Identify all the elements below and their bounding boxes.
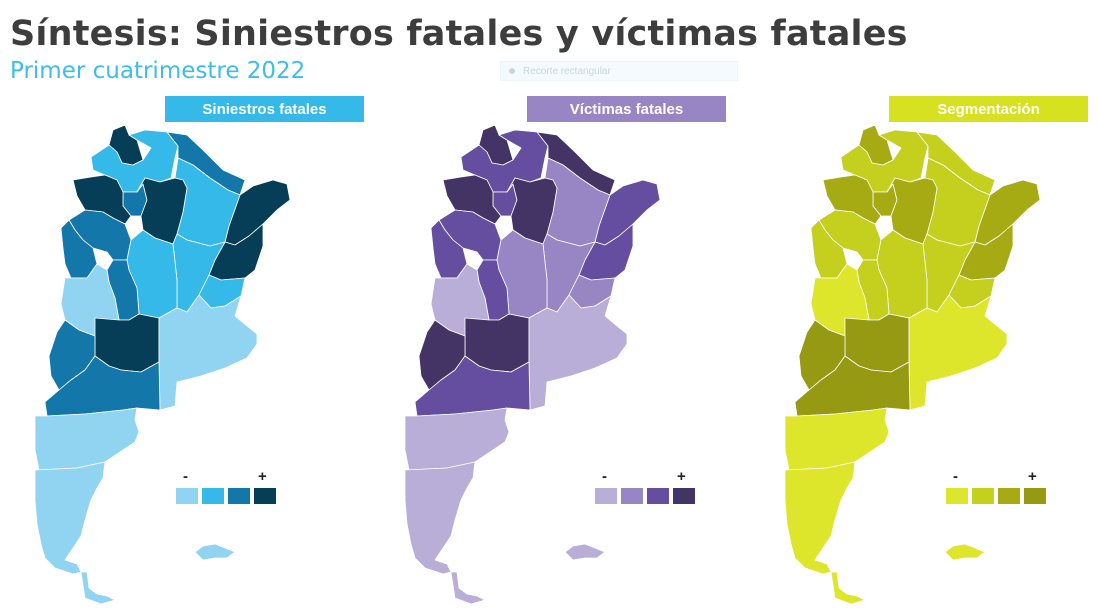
map-victimas-fatales xyxy=(404,124,661,605)
province-chubut xyxy=(784,407,890,471)
legend-swatch-2 xyxy=(202,488,224,504)
province-santa-cruz xyxy=(34,461,106,575)
snip-label: Recorte rectangular xyxy=(523,65,611,77)
legend-swatch-3 xyxy=(998,488,1020,504)
legend-swatch-3 xyxy=(647,488,669,504)
header-segmentacion: Segmentación xyxy=(889,96,1088,122)
legend-minus-label: - xyxy=(953,468,958,485)
province-santa-cruz xyxy=(784,461,856,575)
map-siniestros-fatales xyxy=(34,124,291,605)
header-victimas-fatales: Víctimas fatales xyxy=(527,96,726,122)
province-buenos-aires xyxy=(528,294,628,411)
legend-swatch-1 xyxy=(946,488,968,504)
legend-swatch-2 xyxy=(621,488,643,504)
map-segmentacion xyxy=(784,124,1041,605)
province-chubut xyxy=(34,407,140,471)
page-title: Síntesis: Siniestros fatales y víctimas … xyxy=(10,14,908,54)
legend-plus-label: + xyxy=(1028,468,1037,485)
legend-plus-label: + xyxy=(258,468,267,485)
header-siniestros-fatales: Siniestros fatales xyxy=(165,96,364,122)
legend-minus-label: - xyxy=(602,468,607,485)
legend-siniestros-fatales: - + xyxy=(176,468,280,508)
legend-swatch-1 xyxy=(595,488,617,504)
province-buenos-aires xyxy=(158,294,258,411)
page-subtitle: Primer cuatrimestre 2022 xyxy=(10,58,306,84)
snip-mode-icon xyxy=(509,68,515,74)
legend-swatch-2 xyxy=(972,488,994,504)
legend-swatch-4 xyxy=(1024,488,1046,504)
legend-swatch-4 xyxy=(673,488,695,504)
legend-minus-label: - xyxy=(183,468,188,485)
province-tierra-del-fuego xyxy=(80,571,116,605)
snip-toolbar[interactable]: Recorte rectangular xyxy=(500,61,738,81)
legend-swatch-3 xyxy=(228,488,250,504)
legend-swatch-4 xyxy=(254,488,276,504)
province-santa-cruz xyxy=(404,461,476,575)
province-chubut xyxy=(404,407,510,471)
province-tierra-del-fuego xyxy=(830,571,866,605)
province-islas-malvinas xyxy=(194,543,236,561)
legend-swatch-1 xyxy=(176,488,198,504)
legend-victimas-fatales: - + xyxy=(595,468,699,508)
province-buenos-aires xyxy=(908,294,1008,411)
province-islas-malvinas xyxy=(944,543,986,561)
legend-segmentacion: - + xyxy=(946,468,1050,508)
province-tierra-del-fuego xyxy=(450,571,486,605)
legend-plus-label: + xyxy=(677,468,686,485)
province-islas-malvinas xyxy=(564,543,606,561)
